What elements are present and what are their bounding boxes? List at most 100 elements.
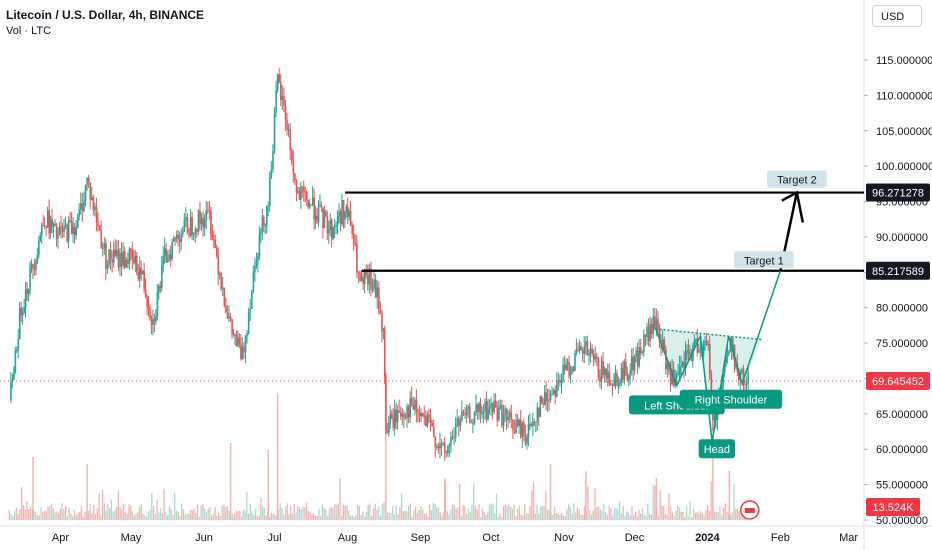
candle-body bbox=[580, 346, 582, 351]
volume-bar bbox=[441, 515, 443, 520]
candle-body bbox=[152, 318, 154, 326]
volume-bar bbox=[84, 511, 86, 520]
candle-body bbox=[258, 233, 261, 256]
candle-body bbox=[538, 407, 540, 417]
candle-body bbox=[185, 217, 187, 221]
candle-body bbox=[60, 226, 62, 229]
pattern-fill bbox=[655, 328, 762, 443]
candle-body bbox=[633, 356, 636, 371]
candle-body bbox=[66, 224, 68, 242]
x-tick-label: 2024 bbox=[695, 532, 720, 544]
volume-bar bbox=[721, 515, 723, 520]
candle-body bbox=[241, 346, 244, 359]
candle-body bbox=[137, 271, 140, 279]
candle-body bbox=[183, 220, 186, 232]
volume-bar bbox=[42, 512, 44, 520]
candle-body bbox=[297, 191, 299, 193]
volume-bar bbox=[552, 514, 554, 520]
candle-body bbox=[208, 210, 211, 212]
volume-bar bbox=[121, 509, 123, 520]
candle-body bbox=[108, 249, 110, 265]
volume-bar bbox=[210, 515, 213, 520]
candle-body bbox=[349, 211, 352, 225]
volume-bar bbox=[47, 506, 49, 520]
candle-body bbox=[481, 412, 483, 415]
candle-body bbox=[654, 316, 656, 330]
volume-bar bbox=[543, 505, 545, 520]
volume-bar bbox=[432, 503, 434, 520]
candle-body bbox=[240, 345, 242, 359]
candle-body bbox=[391, 413, 393, 419]
candle-body bbox=[200, 218, 203, 225]
candle-body bbox=[320, 204, 323, 208]
volume-bar bbox=[302, 506, 304, 520]
candle-body bbox=[526, 436, 528, 444]
candle-body bbox=[608, 371, 611, 385]
volume-bar bbox=[325, 509, 327, 520]
currency-button[interactable]: USD bbox=[872, 5, 922, 27]
candle-body bbox=[17, 339, 20, 351]
volume-bar bbox=[578, 509, 580, 520]
candle-body bbox=[225, 306, 227, 313]
volume-bar bbox=[455, 508, 457, 520]
volume-bar bbox=[464, 505, 466, 520]
volume-bar bbox=[360, 515, 362, 520]
candle-body bbox=[304, 192, 307, 194]
candle-body bbox=[478, 403, 480, 412]
candle-body bbox=[345, 206, 348, 212]
target-price-tag-bg bbox=[866, 261, 930, 280]
candle-body bbox=[583, 346, 586, 354]
candle-body bbox=[213, 239, 215, 241]
candle-body bbox=[216, 248, 218, 256]
volume-bar bbox=[604, 512, 607, 520]
candle-body bbox=[702, 341, 705, 356]
volume-bar bbox=[691, 516, 693, 520]
volume-bar bbox=[555, 513, 558, 520]
candle-body bbox=[515, 419, 517, 433]
candle-body bbox=[571, 366, 573, 373]
volume-bar bbox=[462, 504, 464, 520]
candle-body bbox=[655, 318, 658, 330]
candle-body bbox=[314, 215, 317, 220]
y-tick-label: 55.000000 bbox=[876, 480, 928, 492]
candle-body bbox=[275, 90, 277, 113]
candle-body bbox=[423, 416, 426, 418]
candle-body bbox=[507, 416, 510, 420]
candle-body bbox=[650, 323, 653, 334]
candle-body bbox=[254, 265, 256, 273]
candle-body bbox=[54, 223, 56, 225]
volume-bar bbox=[379, 515, 382, 520]
volume-bar bbox=[457, 507, 459, 520]
candle-body bbox=[23, 307, 26, 313]
volume-bar bbox=[344, 505, 346, 520]
candle-body bbox=[29, 268, 31, 291]
volume-bar bbox=[66, 516, 69, 520]
volume-bar bbox=[714, 511, 716, 520]
volume-bar bbox=[181, 503, 183, 520]
volume-bar bbox=[724, 503, 726, 520]
volume-bar bbox=[458, 483, 461, 520]
x-tick-label: Nov bbox=[554, 532, 574, 544]
volume-bar bbox=[17, 513, 19, 520]
x-tick-label: Jun bbox=[195, 532, 213, 544]
candle-body bbox=[127, 259, 129, 264]
volume-bar bbox=[209, 507, 211, 520]
volume-bar bbox=[318, 508, 320, 520]
candle-body bbox=[251, 291, 253, 309]
volume-bar bbox=[529, 506, 531, 520]
candle-body bbox=[69, 220, 71, 222]
volume-bar bbox=[504, 504, 507, 520]
candle-body bbox=[109, 249, 112, 260]
y-tick-label: 115.000000 bbox=[876, 55, 932, 67]
candle-body bbox=[542, 403, 545, 405]
volume-bar bbox=[43, 510, 46, 520]
candle-body bbox=[155, 316, 157, 322]
candle-body bbox=[286, 120, 288, 130]
volume-bar bbox=[603, 504, 605, 520]
y-tick-label: 110.000000 bbox=[876, 90, 932, 102]
volume-bar bbox=[668, 493, 670, 520]
candle-body bbox=[237, 337, 239, 347]
volume-bar bbox=[615, 507, 617, 520]
volume-bar bbox=[451, 503, 454, 520]
